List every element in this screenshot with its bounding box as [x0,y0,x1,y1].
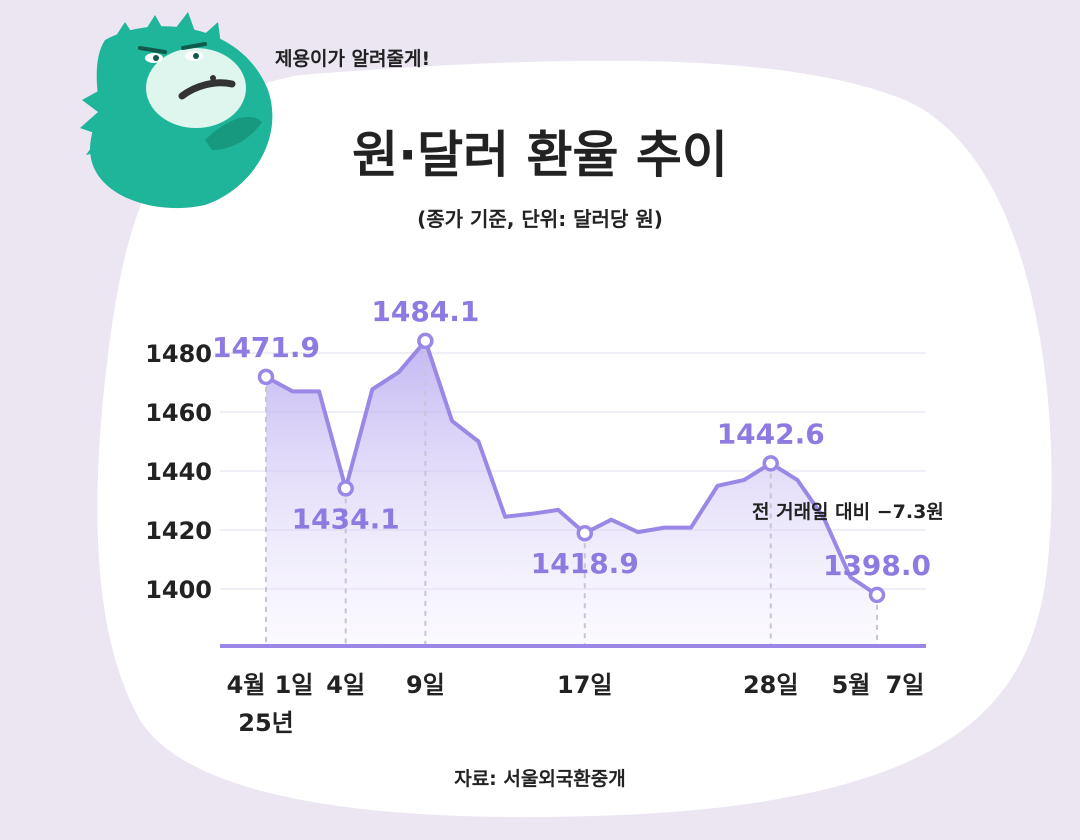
x-axis-labels: 4월 1일 25년 4일 9일 17일 28일 5월 7일 [227,671,925,737]
x-tick-label: 17일 [557,671,612,699]
y-axis-tick-labels: 1480 1460 1440 1420 1400 [145,340,212,604]
highlight-drop-lines [265,340,878,646]
y-tick-label: 1440 [145,458,212,486]
x-tick-label: 4월 [227,671,266,699]
y-tick-label: 1480 [145,340,212,368]
data-point [337,480,354,497]
x-tick-label: 9일 [406,671,445,699]
chart-subtitle: (종가 기준, 단위: 달러당 원) [417,207,663,231]
x-tick-label: 25년 [238,709,293,737]
data-point [576,524,594,542]
data-point [257,368,275,386]
change-note: 전 거래일 대비 −7.3원 [752,501,944,523]
data-label: 1398.0 [823,549,931,582]
data-point [762,455,779,472]
data-label: 1434.1 [292,502,400,535]
x-tick-label: 5월 [832,671,871,699]
data-labels: 1471.9 1434.1 1484.1 1418.9 1442.6 1398.0 [212,295,931,582]
highlight-points [257,332,886,604]
mascot-dinosaur-icon [80,12,273,209]
data-label: 1442.6 [717,417,825,450]
chart-title: 원·달러 환율 추이 [352,126,728,184]
data-label: 1484.1 [371,295,479,328]
data-label: 1418.9 [531,547,639,580]
speech-text: 제용이가 알려줄게! [275,48,430,70]
y-tick-label: 1460 [145,399,212,427]
y-tick-label: 1400 [145,576,212,604]
x-tick-label: 4일 [326,671,365,699]
data-label: 1471.9 [212,331,320,364]
data-point [868,586,886,604]
source-text: 자료: 서울외국환중개 [454,768,626,790]
x-tick-label: 7일 [886,671,925,699]
y-tick-label: 1420 [145,517,212,545]
area-fill [266,340,877,646]
x-tick-label: 28일 [743,671,798,699]
x-tick-label: 1일 [275,671,314,699]
data-point [417,332,434,350]
